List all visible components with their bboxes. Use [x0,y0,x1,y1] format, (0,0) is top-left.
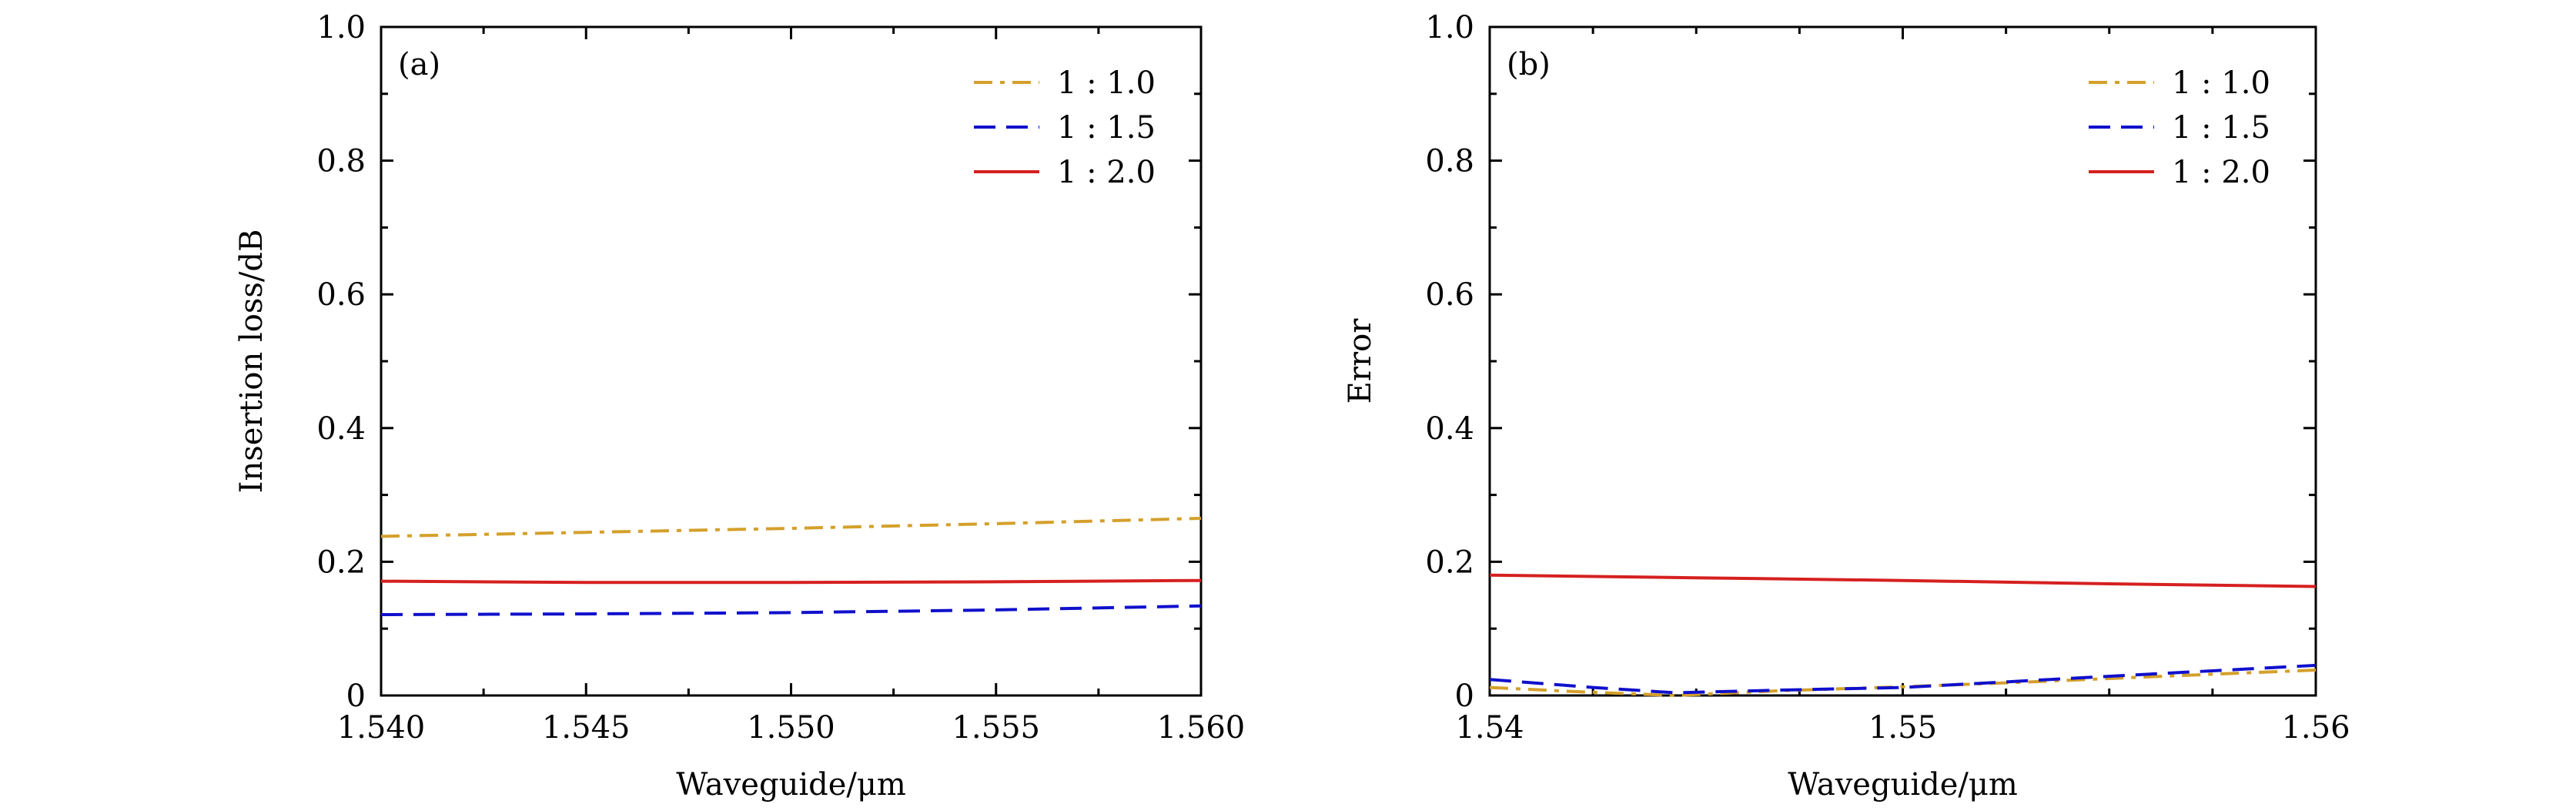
panel-a-series-line-1 [380,517,1202,538]
panel-b-series-line-1 [1489,669,2317,698]
panel-b-panel-label: (b) [1507,47,1551,82]
panel-b: 0 0.2 0.4 0.6 0.8 1.0 1.54 1.55 1.56 Waveguide/μm… [1343,10,2350,803]
panel-b-legend-label-3: 1 : 2.0 [2172,155,2270,190]
panel-b-xtick-label: 1.55 [1868,710,1937,746]
panel-a-x-axis-title: Waveguide/μm [676,767,906,803]
panel-b-legend-label-2: 1 : 1.5 [2172,110,2270,146]
panel-a-panel-label: (a) [398,47,440,82]
panel-b-ytick-label: 0.4 [1425,411,1474,447]
panel-a-ytick-label: 0.8 [316,144,366,179]
panel-a-xtick-label: 1.555 [952,710,1040,746]
panel-a: 0 0.2 0.4 0.6 0.8 1.0 1.540 1.545 1.550 1.555 1.56… [234,10,1245,803]
panel-b-ytick-label: 0.6 [1425,277,1474,313]
panel-a-ytick-label: 0.2 [316,545,366,580]
panel-a-legend-label-2: 1 : 1.5 [1057,110,1156,146]
panel-a-ytick-label: 1.0 [316,10,366,45]
panel-a-ytick-label: 0.6 [316,277,366,313]
panel-b-xtick-label: 1.56 [2281,710,2350,746]
panel-b-ytick-label: 0.8 [1425,144,1474,179]
panel-a-xtick-label: 1.550 [747,710,835,746]
panel-b-y-axis-title: Error [1343,318,1378,404]
panel-a-series-line-2 [380,604,1202,616]
panel-a-xtick-label: 1.545 [542,710,631,746]
panel-b-x-axis-title: Waveguide/μm [1788,767,2018,803]
panel-b-xtick-label: 1.54 [1455,710,1524,746]
panel-a-legend-label-1: 1 : 1.0 [1057,65,1156,101]
panel-a-xtick-label: 1.540 [337,710,426,746]
panel-b-ytick-label: 1.0 [1425,10,1474,45]
panel-a-ytick-label: 0.4 [316,411,366,447]
panel-b-series-line-3 [1489,573,2317,588]
panel-a-ytick-label: 0 [346,679,366,714]
panel-a-series-line-3 [380,578,1202,585]
panel-a-legend-label-3: 1 : 2.0 [1057,155,1156,190]
panel-b-legend-label-1: 1 : 1.0 [2172,65,2270,101]
panel-b-series-line-2 [1489,663,2317,695]
panel-b-ytick-label: 0.2 [1425,545,1474,580]
panel-a-y-axis-title: Insertion loss/dB [234,230,269,494]
panel-b-ytick-label: 0 [1455,679,1474,714]
panel-a-xtick-label: 1.560 [1157,710,1246,746]
